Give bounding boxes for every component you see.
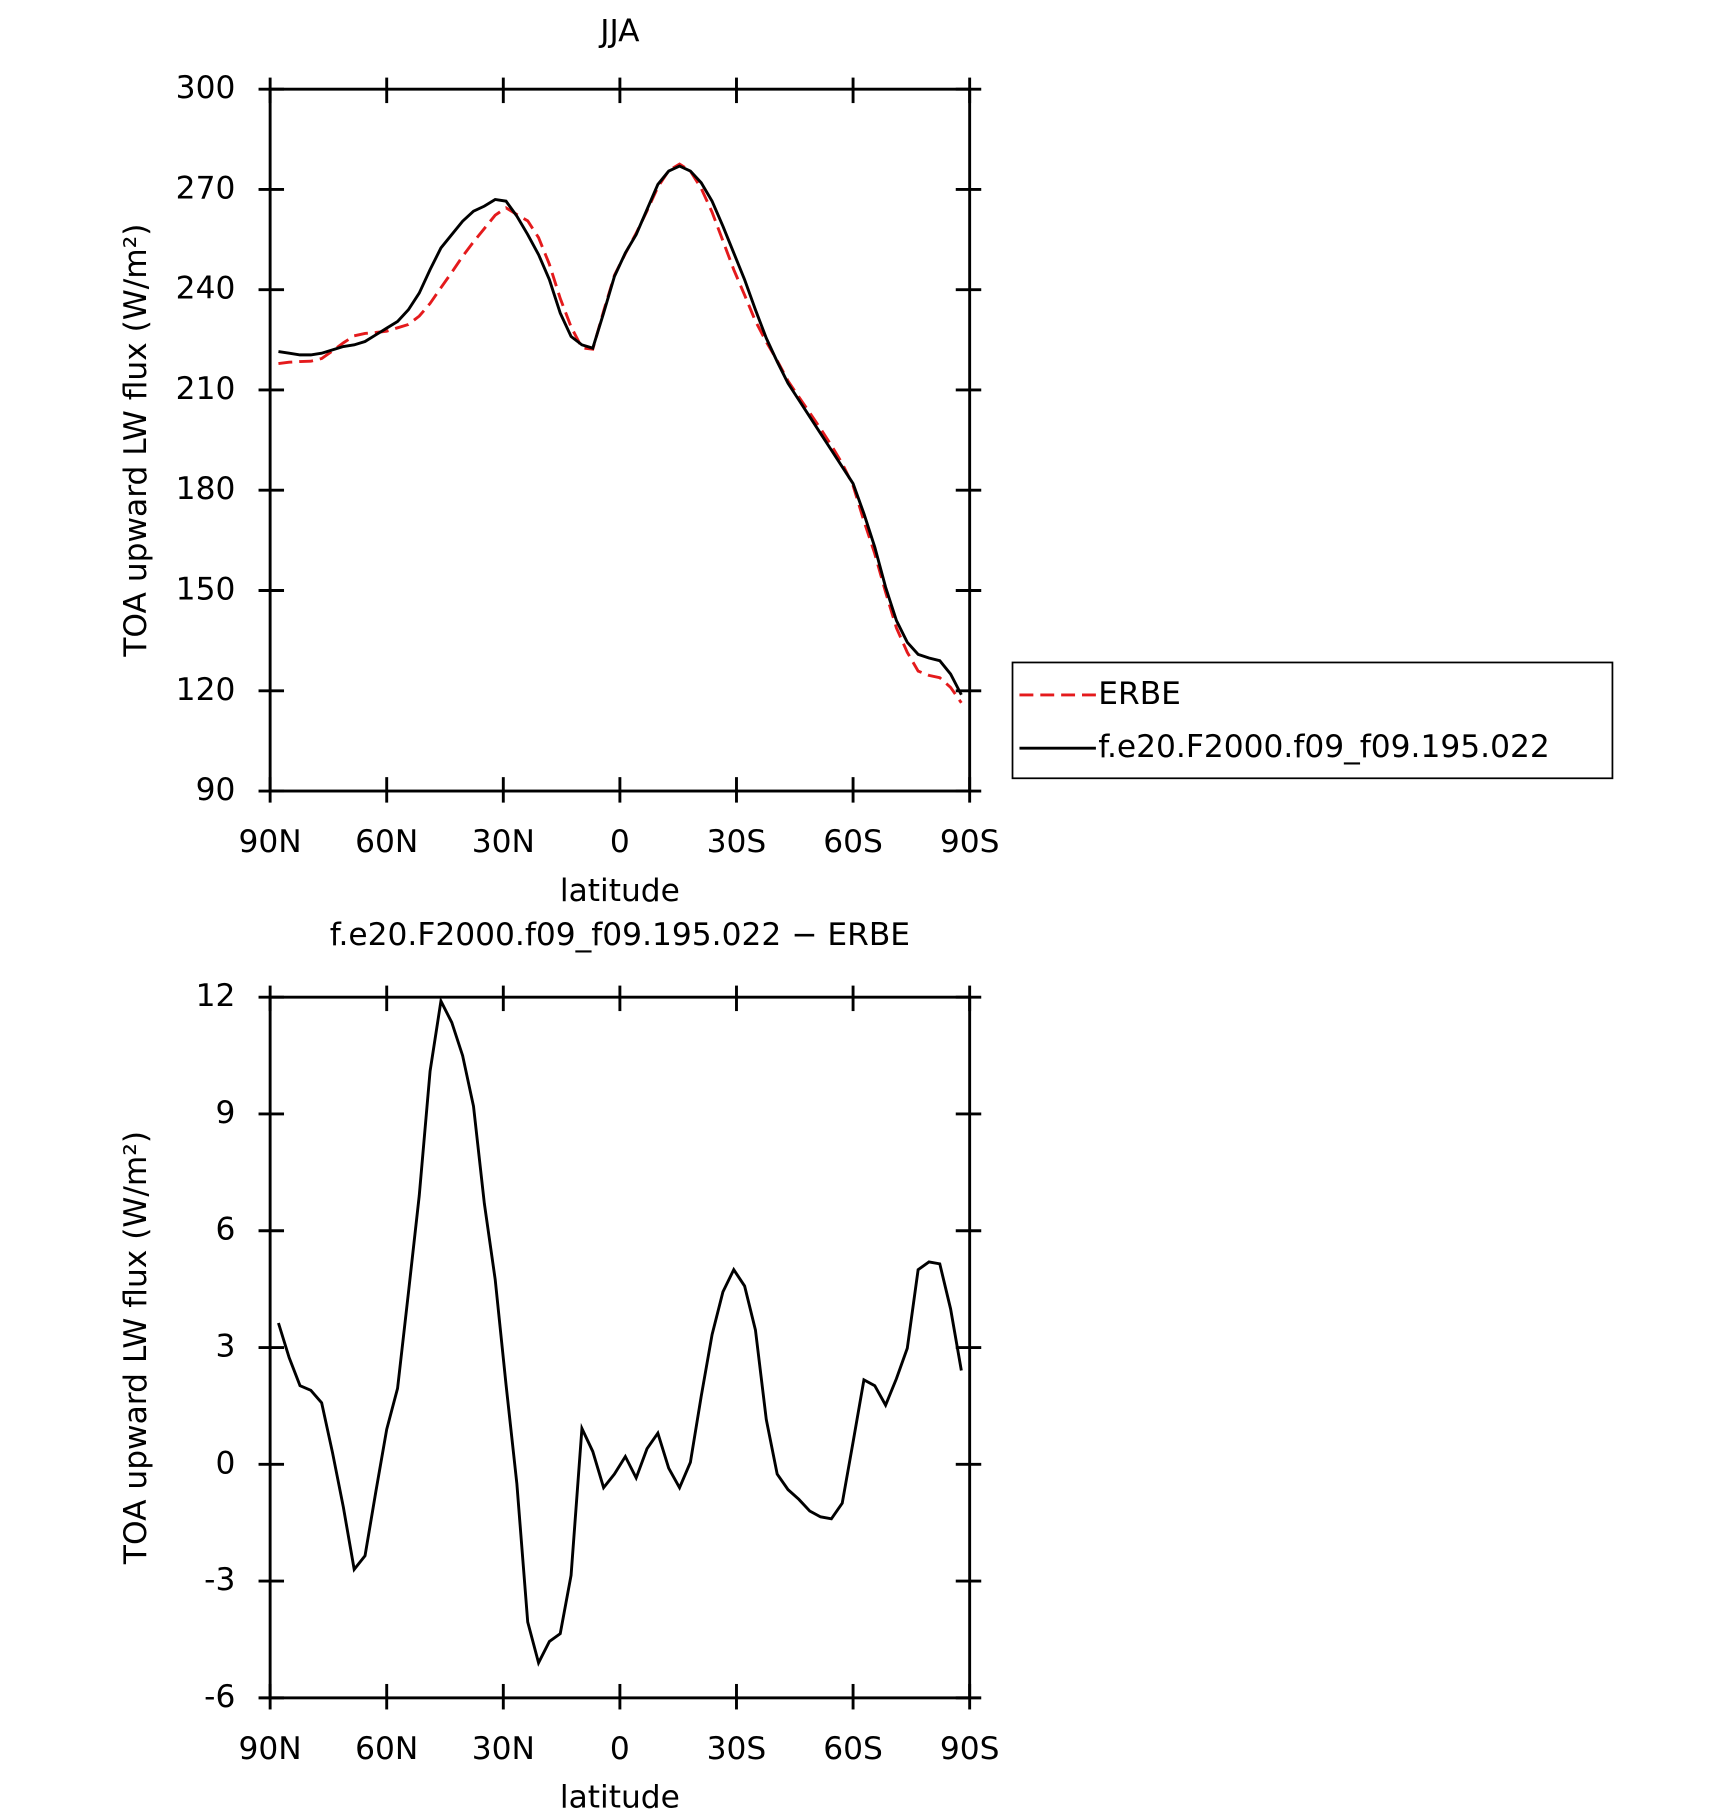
y-tick-label: 210	[176, 371, 236, 407]
x-tick-label: 60N	[355, 824, 418, 860]
y-tick-label: -6	[204, 1679, 235, 1715]
data-line	[278, 164, 963, 696]
data-line	[278, 162, 963, 704]
y-tick-label: 150	[176, 571, 236, 607]
plot-frame	[268, 87, 972, 793]
legend-box	[1011, 661, 1614, 780]
x-tick-label: 30S	[707, 824, 767, 860]
x-tick-label: 60S	[823, 824, 883, 860]
y-tick-label: 3	[215, 1329, 235, 1365]
chart-title: JJA	[598, 13, 640, 49]
y-axis-label: TOA upward LW flux (W/m²)	[118, 1131, 154, 1565]
y-tick-label: 180	[176, 471, 236, 507]
y-tick-label: 90	[196, 772, 236, 808]
x-tick-label: 0	[610, 824, 630, 860]
x-tick-label: 90N	[239, 824, 302, 860]
y-tick-label: 120	[176, 672, 236, 708]
x-tick-label: 90S	[940, 824, 1000, 860]
plot-frame	[268, 995, 972, 1700]
x-tick-label: 60N	[355, 1731, 418, 1767]
y-tick-label: 0	[215, 1445, 235, 1481]
y-tick-label: 12	[196, 978, 236, 1014]
x-tick-label: 0	[610, 1731, 630, 1767]
x-tick-label: 90S	[940, 1731, 1000, 1767]
x-tick-label: 60S	[823, 1731, 883, 1767]
y-tick-label: -3	[204, 1562, 235, 1598]
data-line	[277, 996, 963, 1667]
x-tick-label: 30S	[707, 1731, 767, 1767]
y-tick-label: 240	[176, 271, 236, 307]
legend-label: f.e20.F2000.f09_f09.195.022	[1098, 729, 1550, 765]
x-axis-label: latitude	[560, 1780, 680, 1816]
y-tick-label: 9	[215, 1095, 235, 1131]
y-tick-label: 300	[176, 70, 236, 106]
y-axis-label: TOA upward LW flux (W/m²)	[118, 224, 154, 658]
x-tick-label: 30N	[472, 1731, 535, 1767]
chart-title: f.e20.F2000.f09_f09.195.022 − ERBE	[330, 917, 910, 953]
legend-label: ERBE	[1098, 676, 1181, 712]
x-axis-label: latitude	[560, 873, 680, 909]
y-tick-label: 6	[215, 1212, 235, 1248]
x-tick-label: 30N	[472, 824, 535, 860]
y-tick-label: 270	[176, 170, 236, 206]
x-tick-label: 90N	[239, 1731, 302, 1767]
